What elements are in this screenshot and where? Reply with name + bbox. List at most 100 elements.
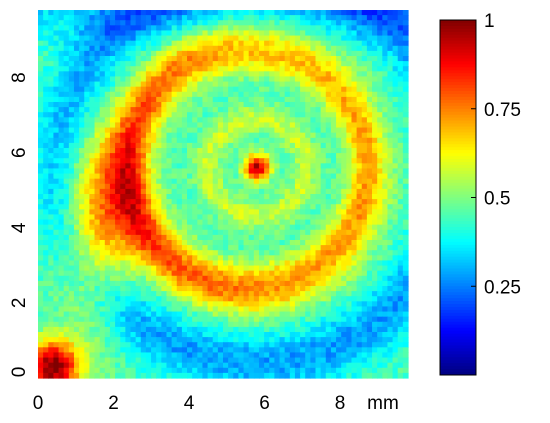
heatmap-cell	[397, 122, 404, 129]
heatmap-cell	[264, 40, 270, 47]
heatmap-cell	[233, 214, 240, 221]
heatmap-cell	[351, 117, 358, 124]
heatmap-cell	[269, 45, 275, 52]
heatmap-cell	[89, 347, 96, 354]
heatmap-cell	[243, 66, 250, 72]
heatmap-cell	[372, 321, 378, 328]
heatmap-cell	[248, 245, 255, 251]
heatmap-cell	[79, 158, 85, 164]
heatmap-cell	[109, 153, 116, 159]
heatmap-cell	[392, 209, 399, 216]
heatmap-cell	[48, 183, 55, 190]
heatmap-cell	[248, 352, 255, 359]
heatmap-cell	[63, 30, 70, 37]
heatmap-cell	[202, 214, 209, 221]
heatmap-cell	[356, 265, 363, 272]
heatmap-cell	[58, 240, 65, 246]
heatmap-cell	[274, 204, 281, 210]
heatmap-cell	[274, 209, 281, 216]
heatmap-cell	[156, 214, 162, 221]
heatmap-cell	[197, 137, 204, 144]
heatmap-cell	[187, 66, 193, 72]
heatmap-cell	[238, 112, 245, 118]
heatmap-cell	[315, 61, 322, 67]
heatmap-cell	[372, 265, 378, 272]
heatmap-cell	[79, 265, 85, 272]
heatmap-cell	[243, 183, 250, 190]
heatmap-cell	[294, 61, 301, 67]
heatmap-cell	[145, 240, 152, 246]
heatmap-cell	[258, 214, 265, 221]
heatmap-cell	[145, 112, 152, 118]
heatmap-cell	[274, 250, 281, 256]
heatmap-cell	[289, 178, 296, 185]
heatmap-cell	[197, 10, 204, 16]
heatmap-cell	[315, 56, 322, 62]
heatmap-cell	[53, 76, 60, 83]
heatmap-cell	[207, 168, 214, 175]
heatmap-cell	[104, 250, 111, 256]
heatmap-cell	[181, 112, 188, 118]
heatmap-cell	[269, 81, 275, 88]
heatmap-cell	[243, 158, 250, 164]
heatmap-cell	[187, 35, 193, 42]
heatmap-cell	[397, 40, 404, 47]
heatmap-cell	[171, 301, 178, 308]
heatmap-cell	[284, 357, 291, 364]
heatmap-cell	[63, 357, 70, 364]
heatmap-cell	[130, 342, 137, 348]
heatmap-cell	[68, 321, 75, 328]
heatmap-cell	[68, 183, 75, 190]
heatmap-cell	[84, 20, 90, 26]
heatmap-cell	[300, 280, 306, 287]
heatmap-cell	[387, 142, 394, 149]
heatmap-cell	[253, 137, 260, 144]
heatmap-cell	[243, 270, 250, 277]
heatmap-cell	[274, 71, 281, 78]
heatmap-cell	[274, 45, 281, 52]
heatmap-cell	[207, 50, 214, 57]
heatmap-cell	[279, 163, 286, 170]
heatmap-cell	[38, 66, 44, 72]
heatmap-cell	[171, 270, 178, 277]
heatmap-cell	[187, 342, 193, 348]
heatmap-cell	[387, 91, 394, 98]
heatmap-cell	[73, 357, 80, 364]
heatmap-cell	[156, 122, 162, 129]
heatmap-cell	[53, 270, 60, 277]
heatmap-cell	[135, 102, 142, 108]
heatmap-cell	[187, 107, 193, 113]
heatmap-cell	[161, 245, 168, 251]
heatmap-cell	[310, 86, 317, 93]
heatmap-cell	[73, 86, 80, 93]
heatmap-cell	[305, 20, 311, 26]
heatmap-cell	[305, 66, 311, 72]
heatmap-cell	[135, 56, 142, 62]
heatmap-cell	[109, 102, 116, 108]
heatmap-cell	[212, 321, 219, 328]
heatmap-cell	[248, 168, 255, 175]
heatmap-cell	[156, 158, 162, 164]
heatmap-cell	[176, 122, 183, 129]
heatmap-cell	[356, 219, 363, 226]
heatmap-cell	[330, 163, 337, 170]
heatmap-cell	[228, 102, 234, 108]
heatmap-cell	[48, 286, 55, 292]
heatmap-cell	[166, 81, 173, 88]
heatmap-cell	[171, 332, 178, 338]
heatmap-cell	[238, 86, 245, 93]
heatmap-cell	[202, 96, 209, 103]
heatmap-cell	[99, 122, 106, 129]
heatmap-cell	[269, 296, 275, 302]
heatmap-cell	[73, 204, 80, 210]
heatmap-cell	[310, 209, 317, 216]
heatmap-cell	[109, 255, 116, 262]
heatmap-cell	[366, 301, 373, 308]
heatmap-cell	[38, 204, 44, 210]
heatmap-cell	[366, 25, 373, 32]
heatmap-cell	[197, 76, 204, 83]
heatmap-cell	[68, 357, 75, 364]
heatmap-cell	[372, 20, 378, 26]
heatmap-cell	[207, 326, 214, 333]
heatmap-cell	[228, 86, 234, 93]
